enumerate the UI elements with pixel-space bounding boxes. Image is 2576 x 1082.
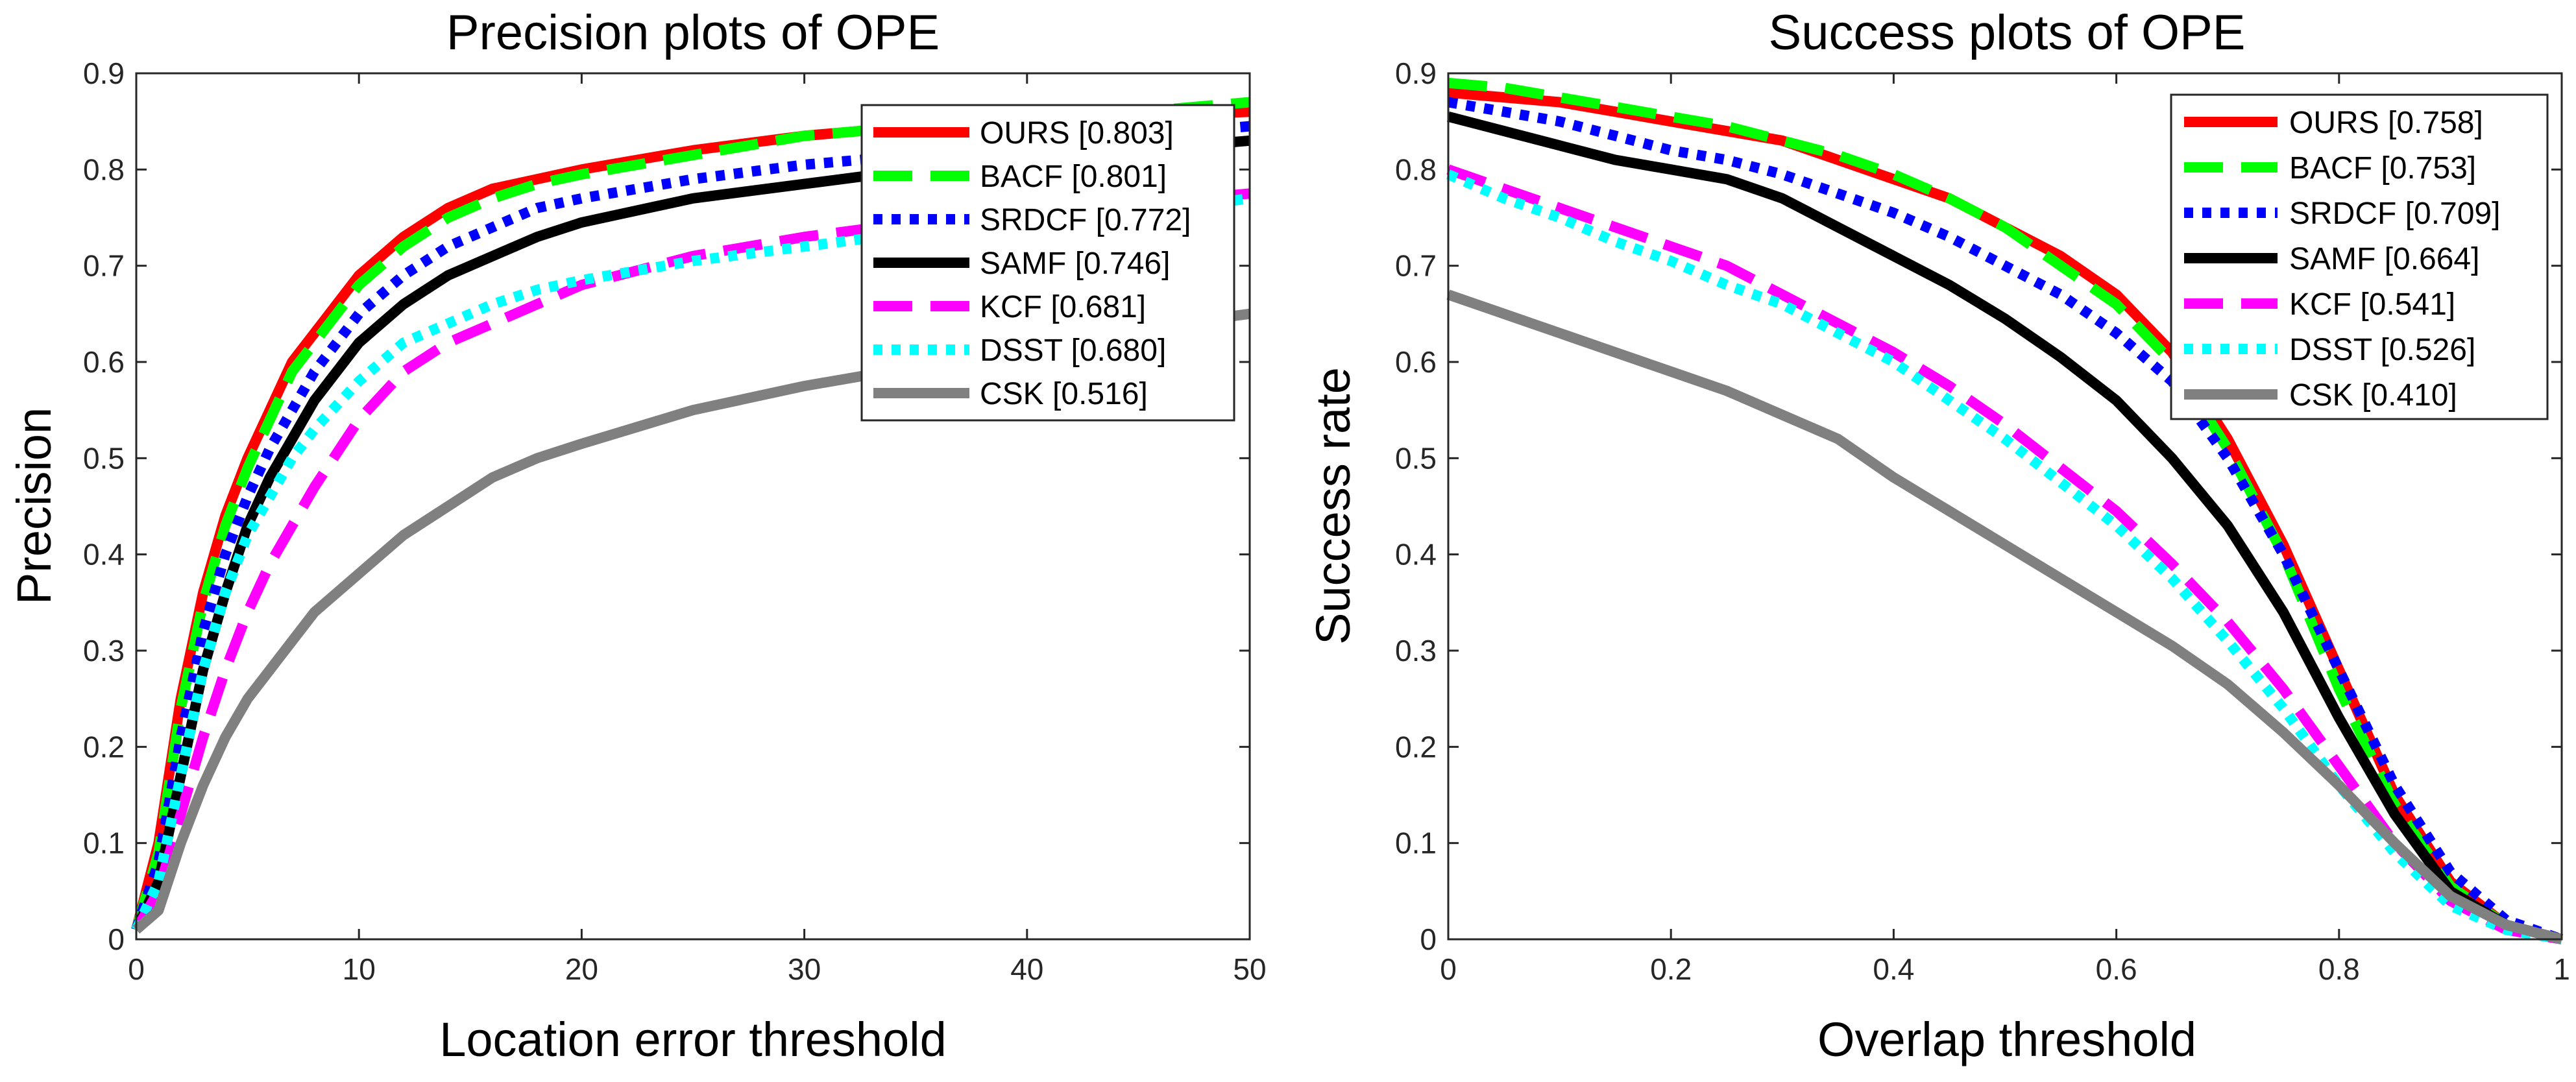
x-tick-label: 0.6 bbox=[2096, 952, 2137, 986]
legend-label-bacf: BACF [0.801] bbox=[980, 160, 1167, 194]
y-tick-label: 0.5 bbox=[1395, 441, 1437, 475]
legend-label-bacf: BACF [0.753] bbox=[2289, 151, 2476, 186]
y-tick-label: 0.1 bbox=[1395, 826, 1437, 860]
chart-title: Precision plots of OPE bbox=[446, 5, 940, 60]
legend: OURS [0.803] BACF [0.801] SRDCF [0.772] SAM… bbox=[860, 104, 1235, 422]
series-line-csk bbox=[1446, 289, 2564, 944]
legend-label-srdcf: SRDCF [0.772] bbox=[980, 203, 1191, 237]
x-axis-label: Overlap threshold bbox=[1817, 1013, 2196, 1066]
x-tick-label: 50 bbox=[1233, 952, 1266, 986]
axes-frame bbox=[135, 72, 1251, 941]
y-tick-label: 0.9 bbox=[83, 56, 125, 90]
precision-plot-panel: Precision plots of OPE Location error th… bbox=[7, 5, 1267, 1066]
axes-frame bbox=[1447, 72, 2563, 941]
y-tick-label: 0.6 bbox=[83, 345, 125, 379]
x-tick-label: 0.4 bbox=[1873, 952, 1914, 986]
y-tick-label: 0.7 bbox=[1395, 249, 1437, 283]
x-tick-label: 0.8 bbox=[2318, 952, 2360, 986]
y-tick-label: 0.4 bbox=[83, 538, 125, 571]
axis-ticks: 0 0.2 0.4 0.6 0.8 1 0 0.1 0.2 0.3 0.4 0.5 0.6 0.7 0.8 0… bbox=[1395, 56, 2570, 986]
y-tick-label: 0.9 bbox=[1395, 56, 1437, 90]
legend-label-dsst: DSST [0.526] bbox=[2289, 333, 2475, 367]
y-tick-label: 0.2 bbox=[83, 730, 125, 763]
y-axis-label: Precision bbox=[7, 407, 61, 605]
y-tick-label: 0.8 bbox=[83, 152, 125, 186]
plot-lines bbox=[1446, 77, 2564, 944]
series-line-srdcf bbox=[1447, 97, 2564, 944]
x-tick-label: 0.2 bbox=[1650, 952, 1692, 986]
y-tick-label: 0.4 bbox=[1395, 538, 1437, 571]
y-tick-label: 0.3 bbox=[1395, 634, 1437, 667]
legend-label-ours: OURS [0.803] bbox=[980, 116, 1174, 150]
legend-label-ours: OURS [0.758] bbox=[2289, 106, 2483, 140]
y-tick-label: 0 bbox=[1420, 922, 1437, 956]
series-line-bacf bbox=[1448, 77, 2564, 944]
y-tick-label: 0.3 bbox=[83, 634, 125, 667]
x-tick-label: 40 bbox=[1010, 952, 1043, 986]
y-axis-label: Success rate bbox=[1306, 367, 1360, 645]
y-tick-label: 0.2 bbox=[1395, 730, 1437, 763]
legend-label-srdcf: SRDCF [0.709] bbox=[2289, 197, 2500, 231]
x-tick-label: 1 bbox=[2553, 952, 2570, 986]
legend-label-csk: CSK [0.410] bbox=[2289, 378, 2457, 413]
legend-label-csk: CSK [0.516] bbox=[980, 377, 1148, 411]
legend-label-samf: SAMF [0.664] bbox=[2289, 242, 2479, 276]
x-tick-label: 20 bbox=[565, 952, 598, 986]
y-tick-label: 0 bbox=[108, 922, 125, 956]
legend-label-samf: SAMF [0.746] bbox=[980, 246, 1170, 281]
x-tick-label: 30 bbox=[788, 952, 821, 986]
series-line-kcf bbox=[132, 188, 1250, 933]
legend: OURS [0.758] BACF [0.753] SRDCF [0.709] SAM… bbox=[2170, 93, 2549, 420]
legend-label-dsst: DSST [0.680] bbox=[980, 333, 1166, 368]
x-tick-label: 10 bbox=[343, 952, 376, 986]
y-tick-label: 0.1 bbox=[83, 826, 125, 860]
legend-label-kcf: KCF [0.541] bbox=[2289, 287, 2455, 322]
series-line-samf bbox=[1446, 112, 2564, 944]
chart-title: Success plots of OPE bbox=[1769, 5, 2246, 60]
y-tick-label: 0.5 bbox=[83, 441, 125, 475]
success-plot-panel: Success plots of OPE Overlap threshold S… bbox=[1306, 5, 2570, 1066]
y-tick-label: 0.8 bbox=[1395, 152, 1437, 186]
axis-ticks: 0 10 20 30 40 50 0 0.1 0.2 0.3 0.4 0.5 0.6 0.7 0.8 0.9 bbox=[83, 56, 1267, 986]
y-tick-label: 0.7 bbox=[83, 249, 125, 283]
x-axis-label: Location error threshold bbox=[439, 1013, 947, 1066]
x-tick-label: 0 bbox=[128, 952, 145, 986]
legend-label-kcf: KCF [0.681] bbox=[980, 290, 1146, 324]
series-line-dsst bbox=[1446, 169, 2563, 944]
x-tick-label: 0 bbox=[1440, 952, 1457, 986]
y-tick-label: 0.6 bbox=[1395, 345, 1437, 379]
series-line-bacf bbox=[131, 97, 1250, 932]
